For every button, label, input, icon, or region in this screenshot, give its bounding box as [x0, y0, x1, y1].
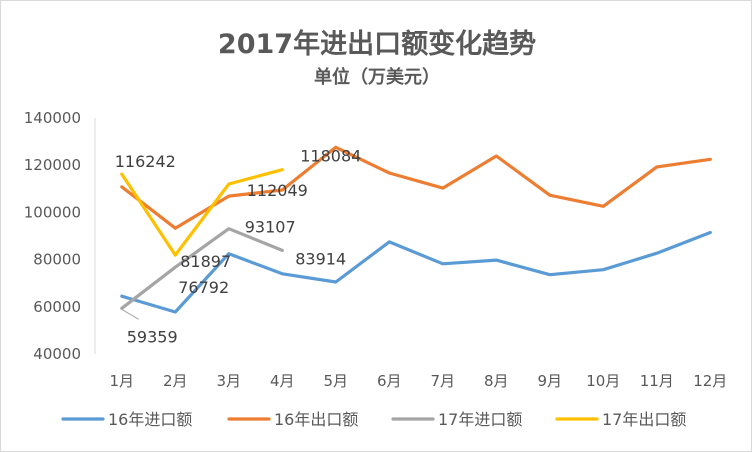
x-tick-label: 1月 — [109, 372, 134, 390]
series-line-0 — [120, 230, 712, 314]
data-label: 116242 — [115, 152, 176, 171]
y-tick-label: 140000 — [24, 109, 81, 127]
data-label: 81897 — [180, 252, 231, 271]
y-tick-label: 100000 — [24, 203, 81, 221]
x-axis-ticks: 1月 2月 3月 4月 5月 6月 7月 8月 9月 10月 11月 12月 — [109, 372, 727, 390]
series-lines — [120, 145, 712, 314]
y-axis-ticks: 40000 60000 80000 100000 120000 140000 — [24, 109, 81, 363]
legend: 16年进口额 16年出口额 17年进口额 17年出口额 — [61, 410, 686, 429]
data-label: 112049 — [247, 181, 308, 200]
chart-subtitle: 单位（万美元） — [314, 66, 440, 88]
x-tick-label: 12月 — [693, 372, 727, 390]
series-line-2 — [120, 227, 284, 310]
x-tick-label: 11月 — [640, 372, 674, 390]
x-tick-label: 9月 — [537, 372, 562, 390]
data-label: 83914 — [295, 249, 346, 268]
y-tick-label: 60000 — [33, 298, 81, 316]
y-tick-label: 120000 — [24, 156, 81, 174]
legend-label: 17年进口额 — [438, 410, 522, 429]
data-label: 59359 — [127, 327, 178, 346]
y-tick-label: 40000 — [33, 345, 81, 363]
x-tick-label: 7月 — [430, 372, 455, 390]
x-tick-label: 3月 — [216, 372, 241, 390]
data-label: 93107 — [245, 218, 296, 237]
series-line-3 — [120, 168, 284, 257]
legend-label: 16年进口额 — [108, 410, 192, 429]
x-tick-label: 10月 — [586, 372, 620, 390]
x-tick-label: 2月 — [163, 372, 188, 390]
data-label: 76792 — [178, 278, 229, 297]
data-labels: 116242 81897 93107 112049 118084 76792 83914 59… — [115, 147, 362, 347]
legend-label: 17年出口额 — [602, 410, 686, 429]
x-tick-label: 5月 — [323, 372, 348, 390]
label-leader-line — [121, 308, 140, 320]
series-line-1 — [120, 145, 712, 230]
x-tick-label: 6月 — [377, 372, 402, 390]
x-tick-label: 4月 — [270, 372, 295, 390]
data-label: 118084 — [300, 147, 361, 166]
data-label-leader-lines — [121, 308, 140, 320]
chart-title: 2017年进出口额变化趋势 — [218, 28, 536, 60]
x-tick-label: 8月 — [484, 372, 509, 390]
legend-label: 16年出口额 — [274, 410, 358, 429]
y-tick-label: 80000 — [33, 251, 81, 269]
